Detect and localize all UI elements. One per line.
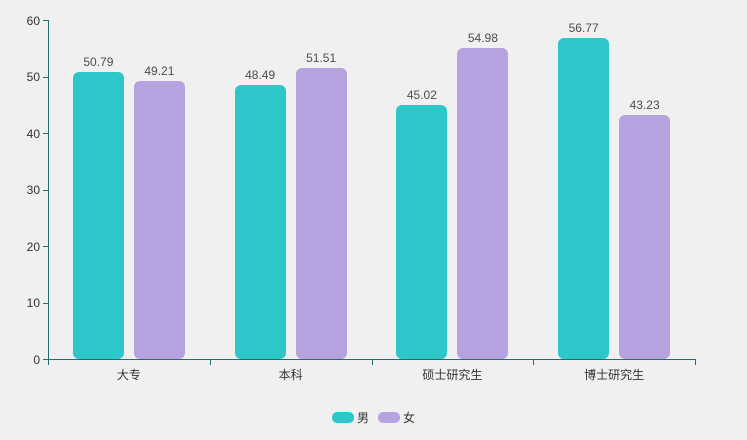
x-axis-category-label: 大专 xyxy=(116,368,141,382)
x-axis-category-label: 本科 xyxy=(278,368,303,382)
x-axis-category-label: 硕士研究生 xyxy=(422,368,483,382)
bar-value-label: 54.98 xyxy=(467,31,498,46)
legend-label-female: 女 xyxy=(403,411,416,425)
legend-item-male[interactable]: 男 xyxy=(331,409,369,426)
y-axis-tick-label: 40 xyxy=(26,126,40,141)
y-axis-line xyxy=(48,20,49,360)
x-axis-tick xyxy=(533,360,535,365)
bar-male-1[interactable] xyxy=(234,85,286,359)
y-axis-tick xyxy=(43,302,48,304)
legend-swatch-male xyxy=(331,412,354,423)
bar-female-1[interactable] xyxy=(295,67,347,359)
y-axis-tick-label: 30 xyxy=(26,183,40,197)
y-axis-tick-label: 60 xyxy=(26,13,40,28)
bar-value-label: 43.23 xyxy=(629,97,660,112)
bar-male-3[interactable] xyxy=(558,38,610,359)
legend-swatch-female xyxy=(378,412,400,423)
bar-value-label: 45.02 xyxy=(406,87,437,102)
legend: 男女 xyxy=(0,409,747,426)
y-axis-tick xyxy=(43,359,48,360)
y-axis-tick xyxy=(43,133,48,134)
x-axis-tick xyxy=(209,360,211,365)
bar-value-label: 51.51 xyxy=(306,50,337,65)
y-axis-tick xyxy=(43,189,48,191)
bar-female-0[interactable] xyxy=(133,80,185,359)
x-axis-line xyxy=(48,359,696,360)
y-axis-tick xyxy=(43,20,48,21)
bar-value-label: 48.49 xyxy=(245,68,276,83)
legend-label-male: 男 xyxy=(356,411,369,425)
y-axis-tick xyxy=(43,246,48,247)
x-axis-tick xyxy=(371,360,373,365)
bar-female-3[interactable] xyxy=(619,114,671,359)
y-axis-tick-label: 20 xyxy=(26,239,40,254)
bar-female-2[interactable] xyxy=(457,48,509,359)
x-axis-category-label: 博士研究生 xyxy=(584,368,645,382)
bar-value-label: 49.21 xyxy=(144,63,175,78)
y-axis-tick-label: 10 xyxy=(26,296,40,310)
y-axis-tick-label: 50 xyxy=(26,70,40,84)
bar-male-0[interactable] xyxy=(72,72,124,359)
y-axis-tick xyxy=(43,76,48,78)
y-axis-tick-label: 0 xyxy=(33,352,40,367)
bar-value-label: 50.79 xyxy=(83,55,114,70)
x-axis-tick xyxy=(48,360,49,365)
legend-item-female[interactable]: 女 xyxy=(378,409,415,426)
bar-value-label: 56.77 xyxy=(568,21,599,36)
x-axis-tick xyxy=(695,360,696,365)
bar-male-2[interactable] xyxy=(396,104,448,359)
